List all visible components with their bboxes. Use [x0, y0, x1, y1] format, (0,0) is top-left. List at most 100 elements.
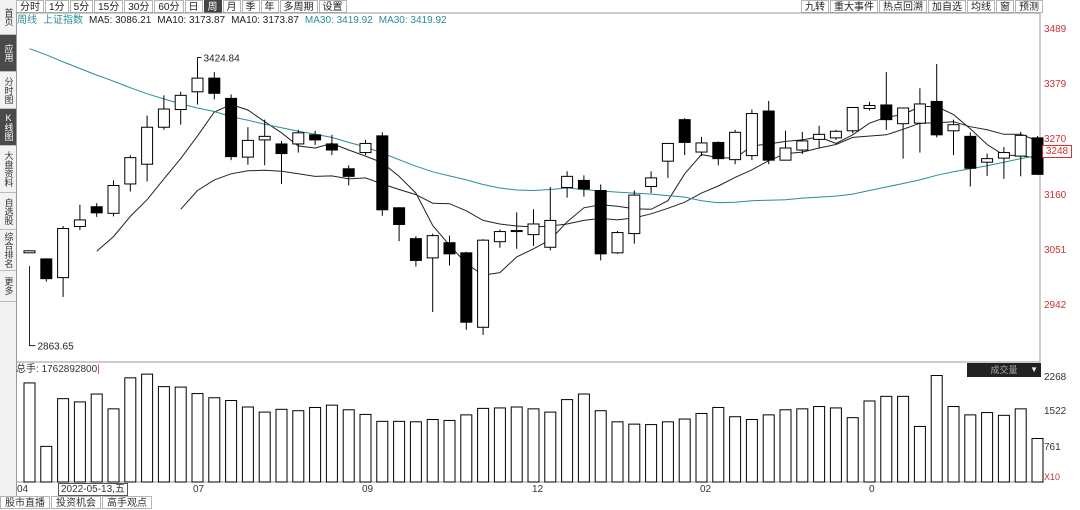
volume-bar: [191, 393, 204, 483]
candle: [645, 171, 658, 194]
sidebar-item-market-info[interactable]: 大盘资料: [0, 146, 16, 193]
sidebar-item-apps[interactable]: 应用: [0, 35, 16, 72]
period-button-1[interactable]: 1分: [45, 0, 69, 13]
volume-bar: [174, 386, 187, 483]
legend-ma5: MA5: 3086.21: [89, 15, 152, 26]
sidebar-item-ranking[interactable]: 综合排名: [0, 230, 16, 271]
volume-bar: [57, 398, 70, 483]
x-label-0: 04: [17, 484, 29, 495]
sidebar-item-kline[interactable]: K线图: [0, 109, 16, 146]
candle-body: [90, 206, 103, 214]
candle: [208, 72, 221, 100]
indicator-select[interactable]: 成交量 ▼: [967, 363, 1041, 377]
volume-bar: [712, 406, 725, 483]
y-label-2: 3270: [1044, 134, 1067, 145]
volume-bar: [157, 386, 170, 483]
candle-body: [23, 250, 36, 254]
volume-bar: [661, 421, 674, 483]
candle: [813, 125, 826, 148]
candle-body: [359, 142, 372, 154]
candle-body: [729, 131, 742, 161]
candle: [258, 119, 271, 166]
candle: [628, 190, 641, 244]
volume-bar: [275, 408, 288, 483]
volume-bar: [577, 393, 590, 483]
volume-bar: [73, 401, 86, 483]
candle: [678, 118, 691, 156]
volume-bar: [947, 406, 960, 483]
candle-body: [561, 175, 574, 189]
y-label-5: 2942: [1044, 300, 1067, 311]
candle: [897, 107, 910, 159]
candle: [829, 129, 842, 140]
candle-body: [510, 230, 523, 233]
candle: [981, 153, 994, 176]
candle-body: [544, 219, 557, 248]
x-label-3: 12: [532, 484, 544, 495]
bottom-tab-2[interactable]: 高手观点: [102, 496, 152, 509]
candle: [493, 229, 506, 248]
ma-line-ma30: [29, 48, 1038, 204]
period-button-7[interactable]: 周: [203, 0, 222, 13]
y-label-0: 3489: [1044, 24, 1067, 35]
volume-bar: [913, 425, 926, 483]
candle: [695, 136, 708, 157]
bottom-tab-1[interactable]: 投资机会: [51, 496, 101, 509]
candle-body: [225, 97, 238, 158]
volume-total-value: 总手: 1762892800: [16, 364, 98, 375]
left-sidebar: 首页 应用 分时图 K线图 大盘资料 自选股 综合排名 更多: [0, 0, 17, 509]
candle-body: [393, 207, 406, 225]
volume-bar: [477, 407, 490, 483]
legend-index-name[interactable]: 上证指数: [43, 15, 83, 26]
candle: [309, 130, 322, 145]
price-panel-border: [16, 12, 1041, 363]
candle: [225, 94, 238, 161]
candle: [73, 204, 86, 231]
volume-bar: [393, 420, 406, 483]
candle-body: [913, 103, 926, 124]
kline-chart[interactable]: 3424.84 2863.65: [16, 0, 1080, 484]
volume-bar: [225, 400, 238, 483]
indicator-select-value: 成交量: [990, 365, 1018, 375]
current-price-tag: 3248: [1042, 145, 1072, 158]
candle-body: [813, 133, 826, 140]
period-button-12[interactable]: 设置: [318, 0, 347, 13]
volume-bar: [409, 421, 422, 483]
candle: [107, 180, 120, 217]
volume-bar: [124, 377, 137, 483]
candle: [762, 100, 775, 165]
candle-body: [107, 184, 120, 214]
volume-bar: [309, 406, 322, 483]
low-marker: [29, 265, 36, 347]
sidebar-item-home[interactable]: 首页: [0, 0, 16, 35]
candle: [443, 235, 456, 266]
tool-button-6[interactable]: 预测: [1015, 0, 1043, 13]
legend-period: 周线: [17, 15, 37, 26]
candle-body: [897, 107, 910, 125]
candle-body: [477, 239, 490, 328]
volume-bar: [594, 410, 607, 483]
candle-body: [292, 132, 305, 145]
candle-body: [460, 252, 473, 323]
sidebar-item-more[interactable]: 更多: [0, 271, 16, 302]
volume-bar: [359, 413, 372, 483]
dropdown-arrow-icon: ▼: [1030, 365, 1038, 374]
candle-body: [880, 104, 893, 121]
x-label-5: 0: [869, 484, 875, 495]
volume-bar: [796, 408, 809, 483]
candle: [359, 139, 372, 156]
volume-bar: [695, 412, 708, 483]
candle-body: [40, 258, 53, 280]
candle: [292, 129, 305, 153]
sidebar-item-watchlist[interactable]: 自选股: [0, 193, 16, 230]
vol-label-2: 761: [1044, 442, 1061, 453]
tools-toolbar: 九转 重大事件 热点回溯 加自选 均线窗预测: [801, 0, 1044, 14]
candle-body: [594, 190, 607, 255]
y-label-3: 3160: [1044, 190, 1067, 201]
volume-bar: [1031, 437, 1044, 483]
volume-bar: [208, 397, 221, 483]
candle: [460, 251, 473, 330]
sidebar-item-timeshare[interactable]: 分时图: [0, 72, 16, 109]
vol-label-0: 2268: [1044, 372, 1067, 383]
bottom-tab-0[interactable]: 股市直播: [0, 496, 50, 509]
